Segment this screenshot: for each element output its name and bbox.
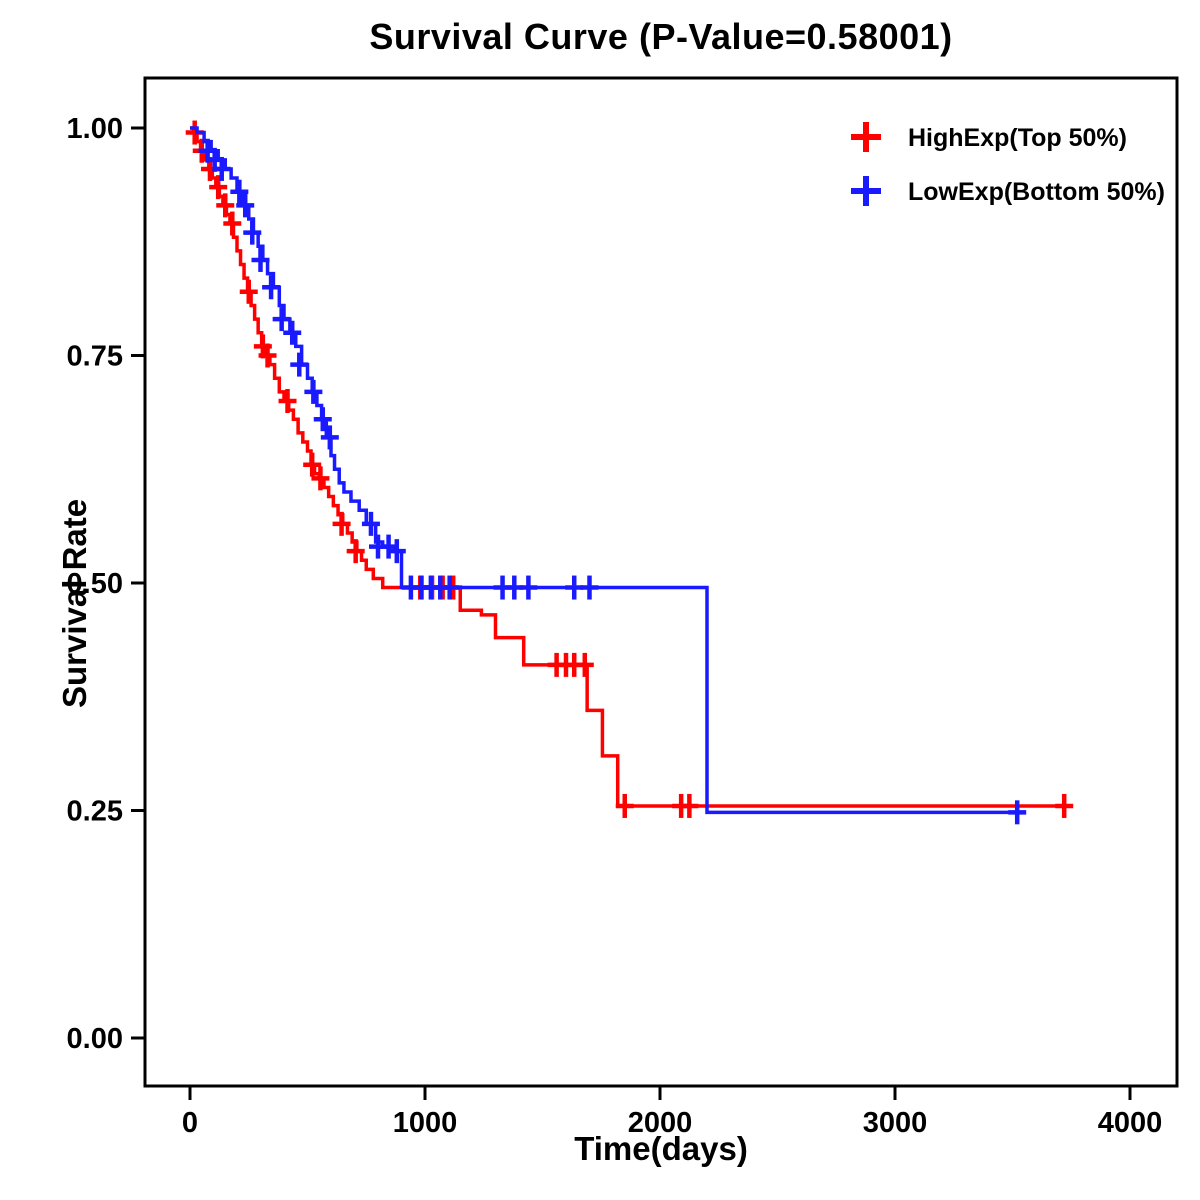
legend: HighExp(Top 50%) LowExp(Bottom 50%) <box>851 122 1165 206</box>
survival-curve-lowexp <box>190 126 1020 815</box>
legend-label: LowExp(Bottom 50%) <box>908 178 1165 206</box>
legend-item-highexp: HighExp(Top 50%) <box>851 122 1127 152</box>
legend-label: HighExp(Top 50%) <box>908 124 1127 152</box>
y-tick-label: 1.00 <box>67 113 123 145</box>
survival-curve-highexp <box>190 126 1065 808</box>
legend-item-lowexp: LowExp(Bottom 50%) <box>851 176 1165 206</box>
x-tick-label: 3000 <box>863 1107 928 1139</box>
y-axis-label: Survival Rate <box>56 498 93 708</box>
censor-marks-lowexp <box>198 138 1027 825</box>
plot-frame <box>143 76 1179 1088</box>
censor-marks-highexp <box>185 120 1074 818</box>
y-tick-label: 0.75 <box>67 341 123 373</box>
x-axis-label: Time(days) <box>574 1130 748 1167</box>
x-tick-label: 2000 <box>628 1107 693 1139</box>
x-tick-label: 4000 <box>1098 1107 1163 1139</box>
y-tick-label: 0.25 <box>67 796 123 828</box>
x-tick-label: 1000 <box>393 1107 458 1139</box>
y-tick-label: 0.00 <box>67 1023 123 1055</box>
y-tick-label: 0.50 <box>67 568 123 600</box>
chart-title: Survival Curve (P-Value=0.58001) <box>369 16 953 57</box>
x-tick-label: 0 <box>182 1107 198 1139</box>
